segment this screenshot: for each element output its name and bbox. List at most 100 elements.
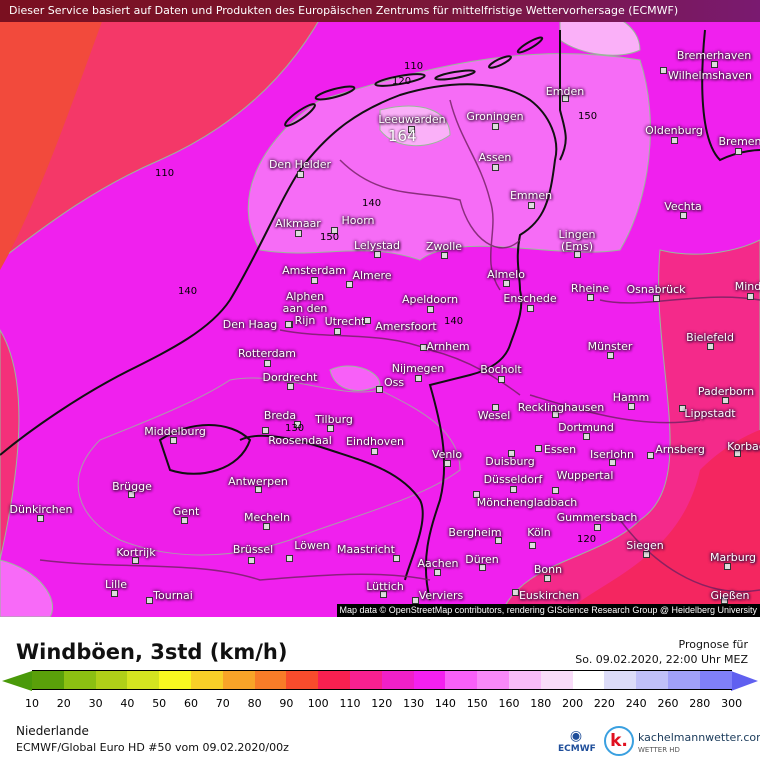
legend-swatch: [349, 670, 382, 690]
legend-tick: 80: [247, 697, 262, 710]
contour-label: 150: [578, 111, 598, 122]
city-marker: [492, 404, 499, 411]
forecast-datetime: So. 09.02.2020, 22:00 Uhr MEZ: [575, 653, 748, 666]
legend-tick: 260: [657, 697, 679, 710]
legend-tick: 20: [56, 697, 71, 710]
legend-tick: 100: [307, 697, 329, 710]
legend-swatch: [572, 670, 605, 690]
legend-below-arrow: [2, 671, 32, 691]
city-marker: [607, 352, 614, 359]
city-marker: [643, 551, 650, 558]
ecmwf-logo-text: ECMWF: [558, 744, 596, 754]
legend-tick: 30: [88, 697, 103, 710]
city-marker: [544, 575, 551, 582]
city-label: Lingen (Ems): [558, 228, 596, 253]
city-label: Bremen: [718, 135, 760, 148]
contour-label: 140: [444, 316, 464, 327]
city-label: Nijmegen: [391, 362, 445, 375]
city-label: Arnhem: [426, 340, 470, 353]
city-marker: [552, 411, 559, 418]
city-label: Apeldoorn: [401, 293, 459, 306]
city-label: Wilhelmshaven: [668, 69, 752, 82]
contour-label: 140: [178, 286, 198, 297]
city-label: Breda: [263, 409, 297, 422]
city-label: Eindhoven: [346, 435, 404, 448]
city-marker: [660, 67, 667, 74]
city-label: Alkmaar: [275, 217, 321, 230]
city-marker: [587, 294, 594, 301]
city-marker: [562, 95, 569, 102]
legend-tick: 280: [689, 697, 711, 710]
city-marker: [420, 344, 427, 351]
city-marker: [444, 460, 451, 467]
city-marker: [609, 459, 616, 466]
city-label: Kortrijk: [116, 546, 156, 559]
legend-tick: 160: [498, 697, 520, 710]
contour-label: 110: [404, 61, 424, 72]
legend-swatch: [318, 670, 350, 690]
city-marker: [535, 445, 542, 452]
city-marker: [393, 555, 400, 562]
legend-arrows: [2, 671, 758, 691]
city-marker: [473, 491, 480, 498]
legend-swatch: [699, 670, 732, 690]
city-marker: [371, 448, 378, 455]
city-label: Tournai: [153, 589, 193, 602]
city-marker: [181, 517, 188, 524]
city-label: Bremerhaven: [676, 49, 752, 62]
legend-tick: 140: [434, 697, 456, 710]
legend-tick: 90: [279, 697, 294, 710]
legend-tick: 130: [403, 697, 425, 710]
city-label: Brüssel: [232, 543, 274, 556]
city-label: Wuppertal: [556, 469, 614, 482]
legend-swatch: [381, 670, 414, 690]
contour-label: 120: [577, 534, 597, 545]
legend-tick: 110: [339, 697, 361, 710]
city-marker: [331, 227, 338, 234]
city-label: Löwen: [294, 539, 330, 552]
legend-above-arrow: [731, 671, 758, 691]
city-marker: [412, 597, 419, 604]
city-marker: [264, 360, 271, 367]
city-label: Gießen: [710, 589, 750, 602]
city-marker: [287, 383, 294, 390]
city-label: Brügge: [112, 480, 152, 493]
city-label: Vechta: [664, 200, 702, 213]
legend-swatch: [32, 670, 64, 690]
city-marker: [721, 597, 728, 604]
city-label: Dortmund: [558, 421, 614, 434]
city-label: Tilburg: [315, 413, 353, 426]
ecmwf-logo: ◉ ECMWF: [558, 728, 596, 754]
wind-gust-map[interactable]: Dieser Service basiert auf Daten und Pro…: [0, 0, 760, 617]
city-marker: [574, 251, 581, 258]
city-marker: [498, 376, 505, 383]
city-label: Verviers: [418, 589, 464, 602]
city-label: Osnabrück: [626, 283, 686, 296]
city-marker: [286, 555, 293, 562]
city-label: Recklinghausen: [517, 401, 605, 414]
city-marker: [415, 375, 422, 382]
city-label: Paderborn: [697, 385, 755, 398]
legend-swatch: [63, 670, 96, 690]
city-marker: [747, 293, 754, 300]
map-title: Windböen, 3std (km/h): [16, 640, 288, 664]
city-marker: [37, 515, 44, 522]
city-label: Antwerpen: [228, 475, 288, 488]
legend-swatch: [636, 670, 668, 690]
city-label: Marburg: [709, 551, 757, 564]
kachelmann-name: kachelmannwetter.com: [638, 731, 760, 744]
legend-swatch: [286, 670, 319, 690]
legend-tick: 120: [371, 697, 393, 710]
city-label: Lelystad: [353, 239, 401, 252]
city-marker: [510, 486, 517, 493]
legend-tick: 60: [184, 697, 198, 710]
city-marker: [594, 524, 601, 531]
legend-swatch: [540, 670, 573, 690]
contour-label: 150: [320, 232, 340, 243]
city-marker: [128, 491, 135, 498]
city-marker: [294, 421, 301, 428]
city-label: Emmen: [509, 189, 553, 202]
legend-swatch: [222, 670, 255, 690]
city-marker: [295, 230, 302, 237]
region-label: Niederlande: [16, 724, 89, 738]
